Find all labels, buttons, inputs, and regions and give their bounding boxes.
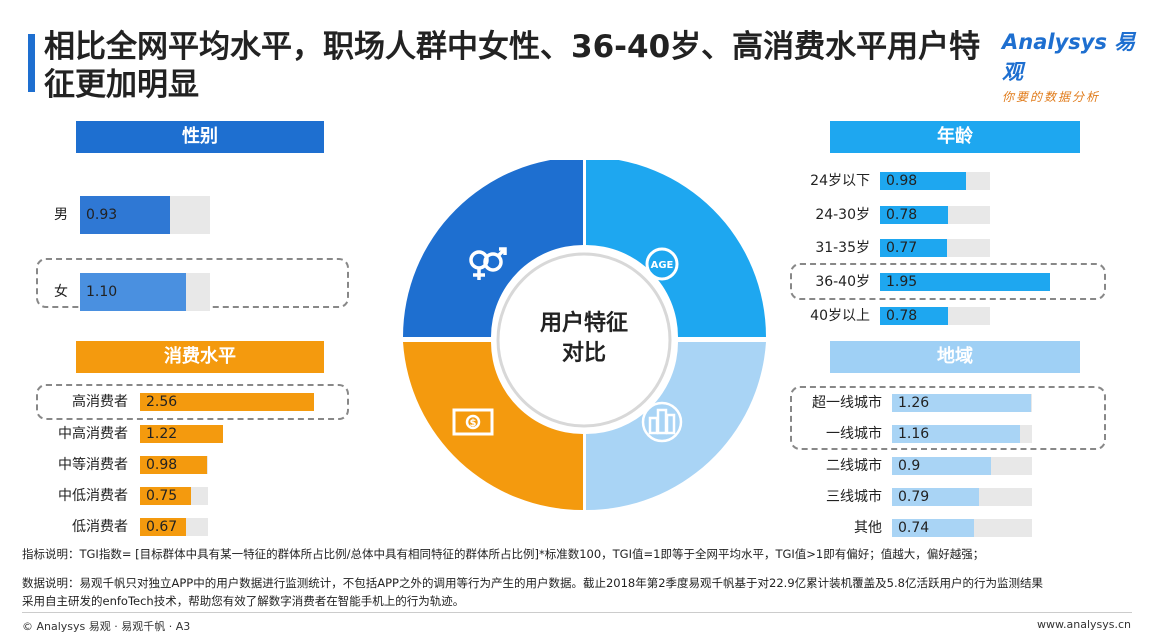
bar-track: 0.98 — [140, 456, 208, 474]
bar-value-label: 1.10 — [86, 284, 118, 300]
consumption-panel-header: 消费水平 — [76, 341, 324, 373]
bar — [880, 172, 966, 190]
bar-value-label: 0.75 — [146, 488, 178, 504]
bar — [880, 273, 1051, 291]
ring-segment-age — [586, 160, 766, 337]
page-title: 相比全网平均水平，职场人群中女性、36-40岁、高消费水平用户特征更加明显 — [44, 29, 981, 103]
logo-brand: Analysys 易观 — [1002, 30, 1136, 84]
bar-value-label: 1.95 — [886, 274, 918, 290]
bar-label: 36-40岁 — [815, 274, 870, 290]
bar-track: 2.56 — [140, 393, 315, 411]
bar-value-label: 2.56 — [146, 394, 178, 410]
highlight-box-tier1-cities — [790, 386, 1106, 450]
money-icon: $ — [452, 408, 494, 436]
region-panel-header: 地域 — [830, 341, 1080, 373]
bar-track: 1.26 — [892, 394, 1032, 412]
gender-panel-header: 性别 — [76, 121, 324, 153]
bar — [892, 457, 992, 475]
bar — [892, 519, 974, 537]
bar-label: 中低消费者 — [58, 488, 128, 504]
ring-segment-gender — [403, 160, 583, 337]
bar-label: 24岁以下 — [810, 173, 870, 189]
bar-value-label: 0.98 — [886, 173, 918, 189]
bar-value-label: 0.67 — [146, 519, 178, 535]
bar-label: 男 — [54, 207, 68, 223]
bar-value-label: 0.74 — [898, 520, 930, 536]
bar-label: 中等消费者 — [58, 457, 128, 473]
bar-track: 0.74 — [892, 519, 1032, 537]
bar — [892, 425, 1020, 443]
bar-value-label: 1.22 — [146, 426, 178, 442]
indicator-note: 指标说明：TGI指数= [目标群体中具有某一特征的群体所占比例/总体中具有相同特… — [22, 547, 985, 561]
bar-track: 0.78 — [880, 206, 990, 224]
bar — [892, 488, 980, 506]
bar — [140, 518, 186, 536]
center-circle — [496, 252, 672, 428]
highlight-box-age-36-40 — [790, 263, 1106, 300]
svg-text:$: $ — [470, 418, 477, 429]
bar-track: 0.78 — [880, 307, 990, 325]
svg-text:AGE: AGE — [651, 260, 674, 271]
bar-label: 二线城市 — [826, 458, 882, 474]
bar-label: 三线城市 — [826, 489, 882, 505]
bar-track: 0.98 — [880, 172, 990, 190]
bar — [880, 239, 948, 257]
bar-value-label: 0.93 — [86, 207, 118, 223]
bar-label: 一线城市 — [826, 426, 882, 442]
bar-label: 高消费者 — [72, 394, 128, 410]
center-label-line1: 用户特征 — [540, 310, 628, 336]
bar-label: 其他 — [854, 520, 882, 536]
bar-label: 超一线城市 — [812, 395, 882, 411]
bar — [880, 307, 949, 325]
bar — [140, 425, 223, 443]
bar-value-label: 0.9 — [898, 458, 921, 474]
bar-track: 0.67 — [140, 518, 208, 536]
footer-divider — [22, 612, 1132, 613]
bar-track: 1.16 — [892, 425, 1032, 443]
analysys-logo: Analysys 易观 你要的数据分析 — [1002, 26, 1147, 104]
bar-value-label: 1.16 — [898, 426, 930, 442]
bar-label: 中高消费者 — [58, 426, 128, 442]
bar-label: 低消费者 — [72, 519, 128, 535]
gender-icon — [469, 247, 507, 280]
bar-track: 0.75 — [140, 487, 208, 505]
bar — [140, 487, 191, 505]
highlight-box-high-consumer — [36, 384, 349, 420]
logo-slogan: 你要的数据分析 — [1002, 90, 1101, 104]
footer-copyright: © Analysys 易观 · 易观千帆 · A3 — [22, 620, 191, 633]
bar — [140, 456, 207, 474]
bar-value-label: 0.79 — [898, 489, 930, 505]
bar-label: 40岁以上 — [810, 308, 870, 324]
age-icon: AGE — [645, 247, 679, 281]
bar-track: 0.79 — [892, 488, 1032, 506]
bar-track: 0.77 — [880, 239, 990, 257]
city-icon — [641, 401, 683, 443]
bar — [140, 393, 315, 411]
bar-value-label: 0.98 — [146, 457, 178, 473]
title-accent-bar — [28, 34, 35, 92]
center-label-line2: 对比 — [562, 341, 606, 366]
data-note-line2: 采用自主研发的enfoTech技术，帮助您有效了解数字消费者在智能手机上的行为轨… — [22, 594, 465, 608]
bar-track: 1.22 — [140, 425, 223, 443]
bar-label: 女 — [54, 284, 68, 300]
bar — [80, 196, 170, 234]
data-note-line1: 数据说明：易观千帆只对独立APP中的用户数据进行监测统计，不包括APP之外的调用… — [22, 576, 1043, 590]
bar-track: 1.95 — [880, 273, 1051, 291]
bar-value-label: 0.77 — [886, 240, 918, 256]
bar — [80, 273, 187, 311]
bar-label: 24-30岁 — [815, 207, 870, 223]
footer-url: www.analysys.cn — [1037, 618, 1131, 631]
age-panel-header: 年龄 — [830, 121, 1080, 153]
bar-track: 0.93 — [80, 196, 210, 234]
ring-segment-region — [586, 342, 766, 511]
bar-value-label: 0.78 — [886, 308, 918, 324]
bar-track: 0.9 — [892, 457, 1032, 475]
bar — [880, 206, 949, 224]
bar — [892, 394, 1031, 412]
bar-value-label: 0.78 — [886, 207, 918, 223]
feature-comparison-ring: 用户特征 对比 AGE $ — [403, 160, 766, 511]
bar-value-label: 1.26 — [898, 395, 930, 411]
bar-track: 1.10 — [80, 273, 210, 311]
bar-label: 31-35岁 — [815, 240, 870, 256]
